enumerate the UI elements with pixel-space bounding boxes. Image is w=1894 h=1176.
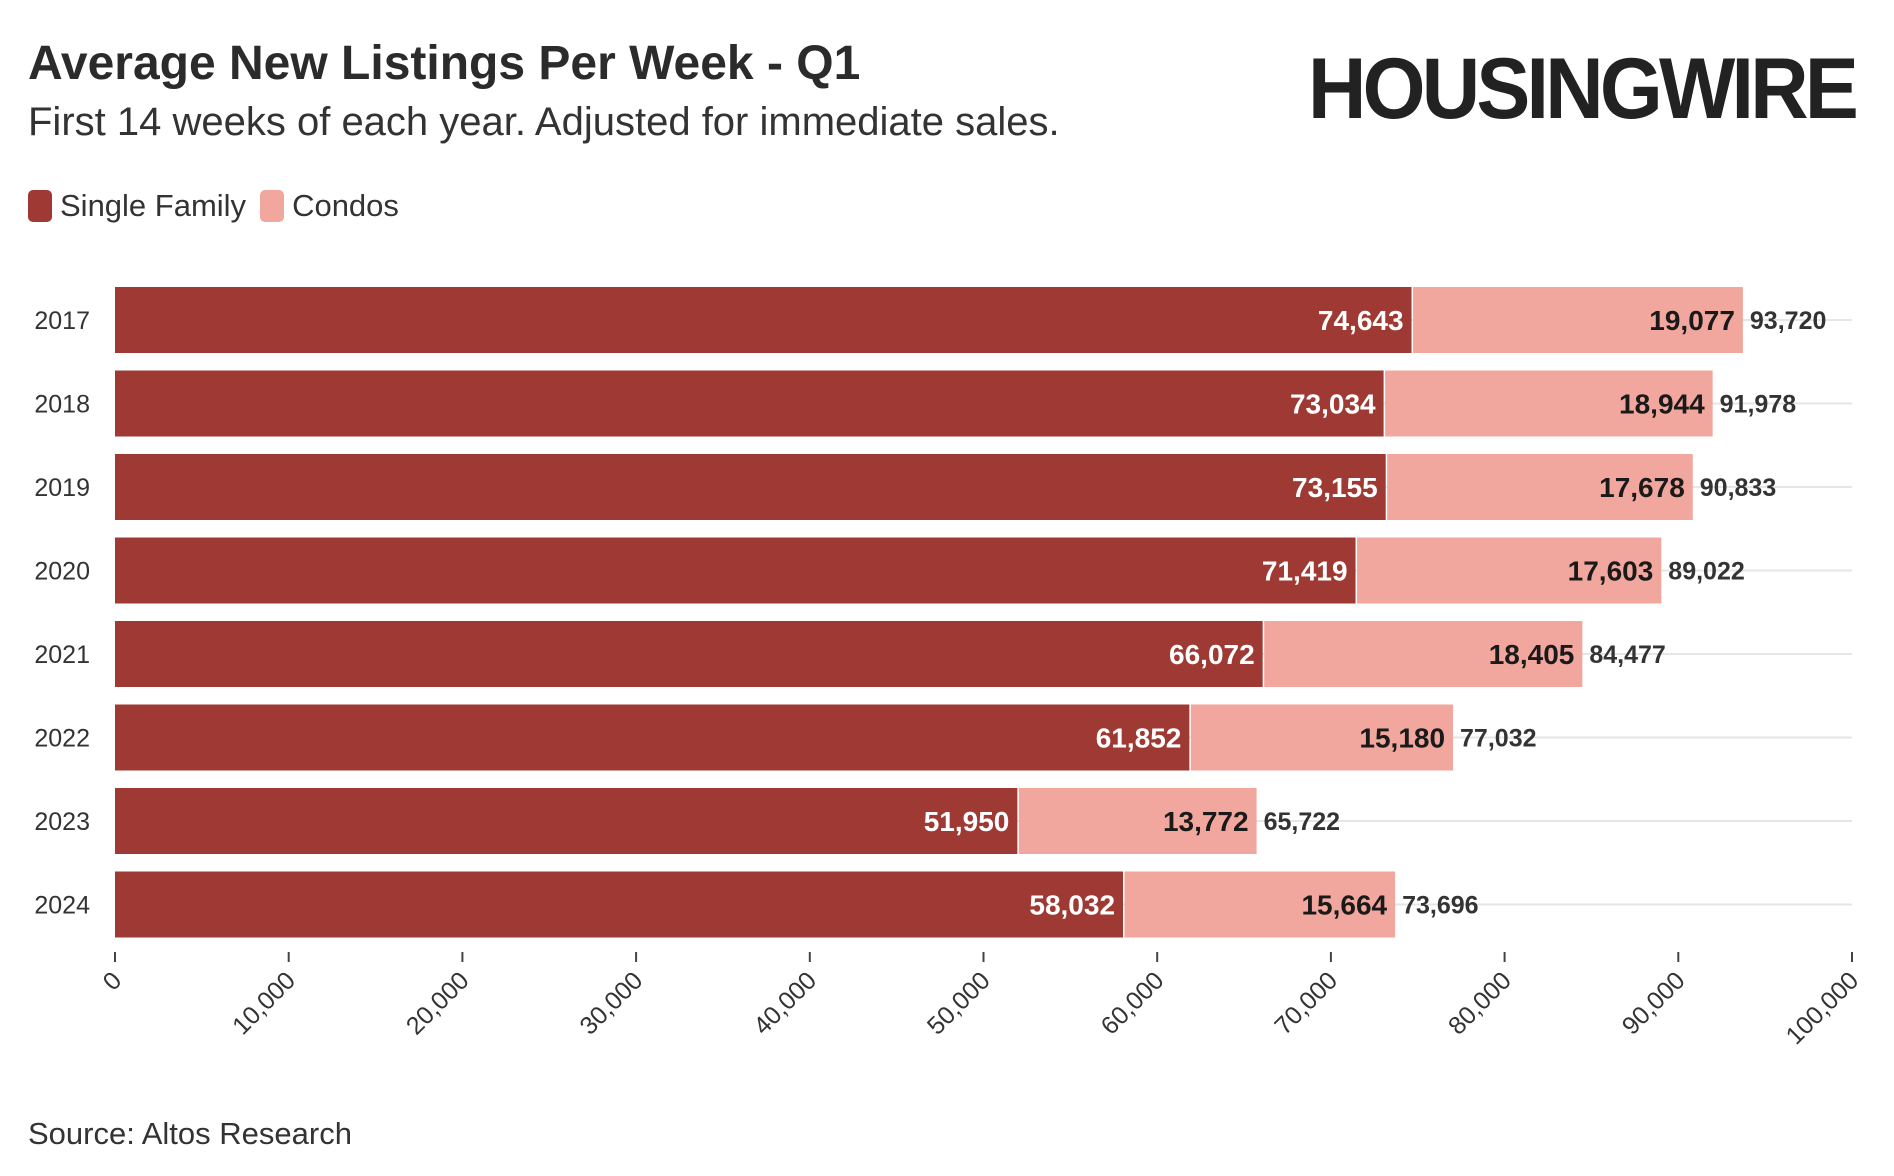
data-label-total: 73,696 — [1402, 892, 1478, 920]
chart-subtitle: First 14 weeks of each year. Adjusted fo… — [28, 100, 1060, 144]
data-label-single-family: 66,072 — [1169, 639, 1255, 670]
x-tick-label: 50,000 — [922, 966, 996, 1040]
chart-legend: Single Family Condos — [28, 188, 413, 224]
legend-label-single-family: Single Family — [60, 188, 247, 223]
legend-swatch-single-family — [28, 190, 52, 222]
y-tick-label: 2018 — [34, 391, 90, 419]
bar-condos — [1124, 871, 1396, 938]
data-label-total: 90,833 — [1700, 474, 1776, 502]
bar-condos — [1264, 621, 1583, 687]
bar-condos — [1387, 454, 1693, 520]
x-tick-label: 70,000 — [1269, 966, 1343, 1040]
legend-item-single-family: Single Family — [28, 188, 246, 224]
x-tick-label: 30,000 — [574, 966, 648, 1040]
data-label-condos: 13,772 — [1163, 806, 1249, 837]
y-tick-label: 2017 — [34, 307, 90, 335]
bar-single-family — [115, 788, 1018, 854]
x-tick-label: 10,000 — [227, 966, 301, 1040]
data-label-condos: 15,664 — [1301, 890, 1387, 921]
y-tick-label: 2024 — [34, 892, 90, 920]
bar-single-family — [115, 704, 1190, 771]
chart-title: Average New Listings Per Week - Q1 — [28, 37, 861, 90]
data-label-single-family: 58,032 — [1029, 890, 1115, 921]
y-tick-label: 2020 — [34, 558, 90, 586]
y-tick-label: 2023 — [34, 808, 90, 836]
bar-single-family — [115, 370, 1384, 437]
data-label-single-family: 71,419 — [1262, 556, 1348, 587]
data-label-single-family: 73,034 — [1290, 389, 1376, 420]
stacked-bar-chart: 2017 74,643 19,077 93,720 2018 73,034 18,944 91… — [34, 287, 1865, 1050]
data-label-total: 77,032 — [1460, 725, 1536, 753]
housingwire-logo: HOUSINGWIRE — [1308, 41, 1859, 137]
bar-single-family — [115, 537, 1356, 604]
bar-single-family — [115, 871, 1124, 938]
bar-condos — [1190, 704, 1454, 771]
data-label-condos: 18,405 — [1489, 639, 1575, 670]
x-tick-label: 90,000 — [1617, 966, 1691, 1040]
data-label-total: 84,477 — [1589, 641, 1665, 669]
data-label-condos: 19,077 — [1649, 305, 1735, 336]
x-tick-label: 40,000 — [748, 966, 822, 1040]
data-label-single-family: 74,643 — [1318, 305, 1404, 336]
data-label-single-family: 51,950 — [924, 806, 1010, 837]
x-tick-label: 80,000 — [1443, 966, 1517, 1040]
bar-single-family — [115, 287, 1412, 353]
bar-condos — [1385, 370, 1713, 437]
legend-label-condos: Condos — [292, 188, 399, 223]
data-label-total: 65,722 — [1264, 808, 1340, 836]
x-tick-label: 100,000 — [1781, 966, 1865, 1050]
data-label-condos: 17,678 — [1599, 472, 1685, 503]
data-label-total: 91,978 — [1720, 391, 1797, 419]
x-tick-label: 20,000 — [401, 966, 475, 1040]
bar-condos — [1018, 788, 1257, 854]
data-label-single-family: 61,852 — [1096, 723, 1182, 754]
bar-single-family — [115, 454, 1386, 520]
bar-single-family — [115, 621, 1263, 687]
legend-item-condos: Condos — [260, 188, 399, 224]
y-tick-label: 2021 — [34, 641, 90, 669]
data-label-condos: 17,603 — [1568, 556, 1654, 587]
x-tick-label: 0 — [98, 966, 128, 996]
bar-condos — [1357, 537, 1662, 604]
bar-condos — [1413, 287, 1743, 353]
y-tick-label: 2019 — [34, 474, 90, 502]
x-tick-label: 60,000 — [1096, 966, 1170, 1040]
data-label-condos: 15,180 — [1359, 723, 1445, 754]
legend-swatch-condos — [260, 190, 285, 222]
data-label-total: 93,720 — [1750, 307, 1826, 335]
source-note: Source: Altos Research — [28, 1116, 352, 1151]
data-label-condos: 18,944 — [1619, 389, 1705, 420]
data-label-single-family: 73,155 — [1292, 472, 1378, 503]
y-tick-label: 2022 — [34, 725, 90, 753]
data-label-total: 89,022 — [1668, 558, 1744, 586]
